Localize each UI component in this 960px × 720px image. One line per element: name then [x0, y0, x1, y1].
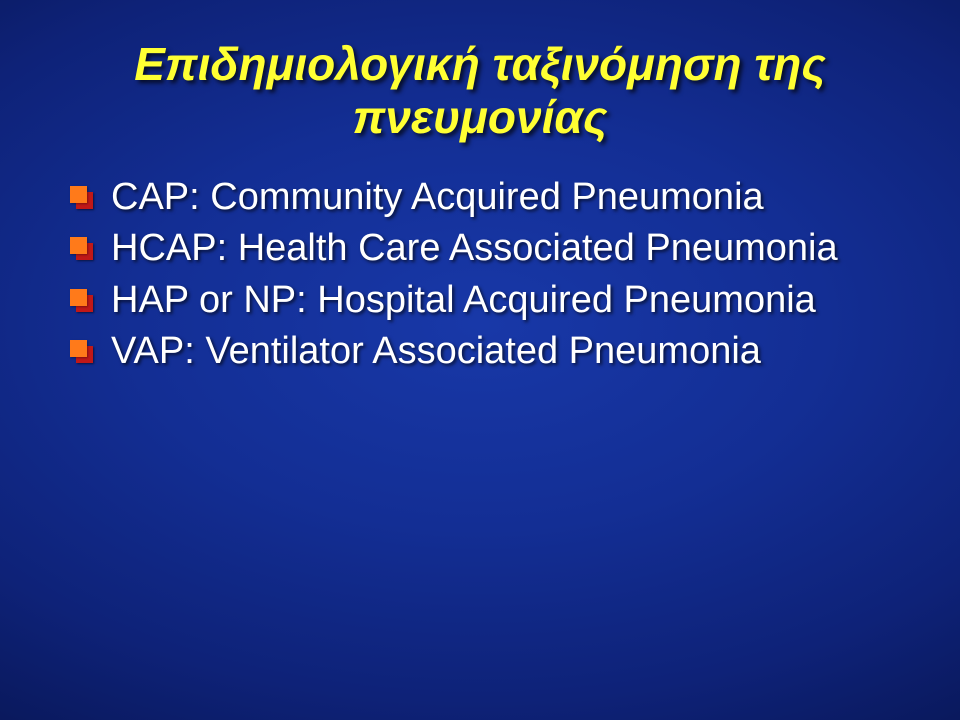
title-line-2: πνευμονίας	[353, 91, 608, 143]
slide-title: Επιδημιολογική ταξινόμηση της πνευμονίας	[60, 38, 900, 144]
bullet-list: CAP: Community Acquired Pneumonia HCAP: …	[70, 174, 900, 376]
list-item: HAP or NP: Hospital Acquired Pneumonia	[70, 277, 900, 325]
bullet-icon	[70, 289, 93, 312]
bullet-text: VAP: Ventilator Associated Pneumonia	[111, 328, 761, 376]
bullet-text: CAP: Community Acquired Pneumonia	[111, 174, 764, 222]
list-item: HCAP: Health Care Associated Pneumonia	[70, 225, 900, 273]
list-item: VAP: Ventilator Associated Pneumonia	[70, 328, 900, 376]
bullet-text: HCAP: Health Care Associated Pneumonia	[111, 225, 838, 273]
list-item: CAP: Community Acquired Pneumonia	[70, 174, 900, 222]
title-line-1: Επιδημιολογική ταξινόμηση της	[134, 38, 826, 90]
bullet-text: HAP or NP: Hospital Acquired Pneumonia	[111, 277, 816, 325]
presentation-slide: Επιδημιολογική ταξινόμηση της πνευμονίας…	[0, 0, 960, 720]
bullet-icon	[70, 237, 93, 260]
bullet-icon	[70, 186, 93, 209]
bullet-icon	[70, 340, 93, 363]
